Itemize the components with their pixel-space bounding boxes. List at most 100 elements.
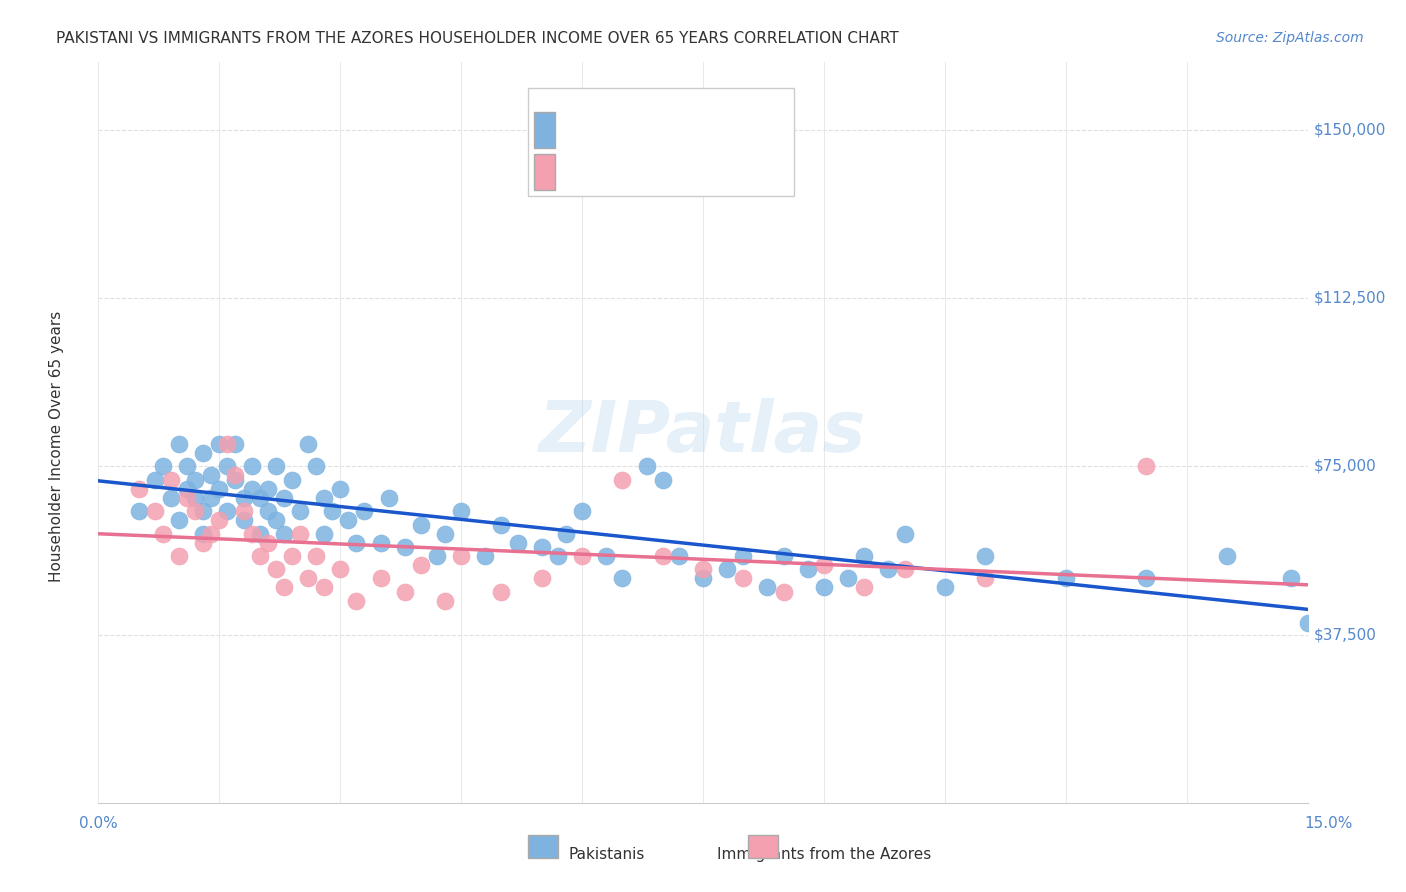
Text: R = -0.043   N = 43: R = -0.043 N = 43 — [558, 161, 721, 178]
FancyBboxPatch shape — [534, 154, 555, 190]
Point — [176, 482, 198, 496]
Point — [370, 535, 392, 549]
Point — [128, 482, 150, 496]
Point — [612, 571, 634, 585]
Text: R = -0.233   N = 81: R = -0.233 N = 81 — [558, 116, 721, 135]
Point — [193, 535, 215, 549]
Point — [264, 562, 287, 576]
Point — [232, 504, 254, 518]
Point — [249, 491, 271, 505]
Point — [297, 571, 319, 585]
Point — [1296, 616, 1319, 631]
Point — [321, 504, 343, 518]
Point — [491, 585, 513, 599]
Point — [200, 468, 222, 483]
Text: 15.0%: 15.0% — [1305, 816, 1353, 831]
Point — [217, 504, 239, 518]
Point — [160, 491, 183, 505]
Point — [273, 491, 295, 505]
Point — [224, 473, 246, 487]
Point — [450, 504, 472, 518]
Text: $37,500: $37,500 — [1313, 627, 1376, 642]
Point — [877, 562, 900, 576]
Point — [176, 491, 198, 505]
Point — [394, 540, 416, 554]
Point — [716, 562, 738, 576]
Point — [797, 562, 820, 576]
Point — [314, 526, 336, 541]
Point — [224, 437, 246, 451]
Point — [256, 482, 278, 496]
Point — [668, 549, 690, 563]
Point — [1135, 571, 1157, 585]
Point — [692, 571, 714, 585]
Text: $150,000: $150,000 — [1313, 122, 1386, 137]
Point — [426, 549, 449, 563]
Point — [256, 535, 278, 549]
Point — [193, 446, 215, 460]
Point — [249, 526, 271, 541]
Point — [143, 473, 166, 487]
Point — [337, 513, 360, 527]
Point — [232, 491, 254, 505]
Point — [208, 513, 231, 527]
Point — [837, 571, 859, 585]
Point — [394, 585, 416, 599]
Point — [344, 594, 367, 608]
Point — [756, 581, 779, 595]
Point — [344, 535, 367, 549]
Point — [281, 549, 304, 563]
Point — [281, 473, 304, 487]
Point — [167, 549, 190, 563]
Point — [232, 513, 254, 527]
Point — [595, 549, 617, 563]
Point — [893, 526, 915, 541]
Point — [128, 504, 150, 518]
FancyBboxPatch shape — [534, 112, 555, 147]
Text: ZIPatlas: ZIPatlas — [540, 398, 866, 467]
Point — [264, 459, 287, 474]
Point — [208, 437, 231, 451]
Point — [167, 437, 190, 451]
Point — [571, 549, 593, 563]
Point — [450, 549, 472, 563]
Text: Pakistanis: Pakistanis — [568, 847, 644, 863]
Text: $75,000: $75,000 — [1313, 458, 1376, 474]
Point — [853, 549, 876, 563]
Point — [273, 526, 295, 541]
Point — [974, 571, 997, 585]
Point — [474, 549, 496, 563]
Point — [184, 491, 207, 505]
Point — [240, 482, 263, 496]
Point — [143, 504, 166, 518]
Point — [409, 517, 432, 532]
Point — [370, 571, 392, 585]
Point — [273, 581, 295, 595]
Point — [240, 526, 263, 541]
Point — [636, 459, 658, 474]
Point — [224, 468, 246, 483]
Point — [305, 549, 328, 563]
Point — [329, 482, 352, 496]
Point — [506, 535, 529, 549]
Point — [612, 473, 634, 487]
Point — [772, 585, 794, 599]
Point — [893, 562, 915, 576]
Text: Householder Income Over 65 years: Householder Income Over 65 years — [49, 310, 63, 582]
Point — [1281, 571, 1303, 585]
Point — [193, 526, 215, 541]
Point — [208, 482, 231, 496]
Point — [434, 594, 457, 608]
Text: 0.0%: 0.0% — [79, 816, 118, 831]
Point — [434, 526, 457, 541]
Point — [152, 526, 174, 541]
Text: Source: ZipAtlas.com: Source: ZipAtlas.com — [1216, 31, 1364, 45]
Point — [813, 558, 835, 572]
Point — [733, 571, 755, 585]
Point — [692, 562, 714, 576]
Point — [1216, 549, 1239, 563]
Point — [184, 473, 207, 487]
Point — [1054, 571, 1077, 585]
Point — [571, 504, 593, 518]
Text: $112,500: $112,500 — [1313, 291, 1386, 305]
